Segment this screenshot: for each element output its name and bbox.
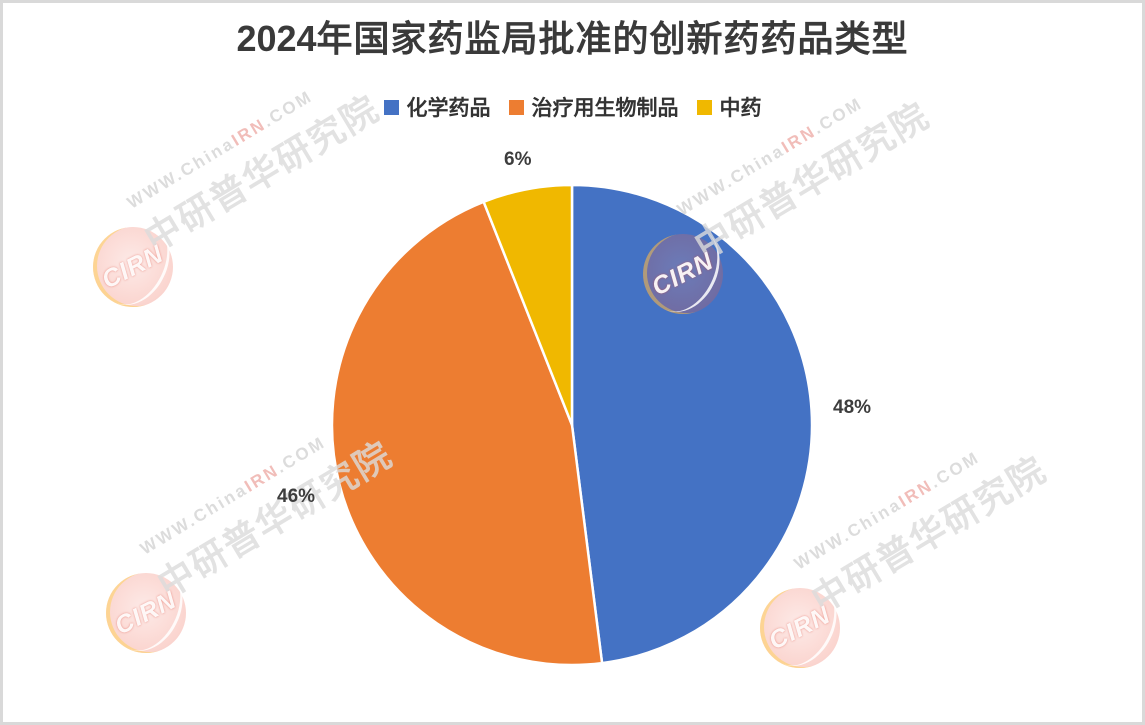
data-label-tcm: 6%: [504, 149, 532, 170]
legend-item-chemical: 化学药品: [383, 92, 491, 122]
legend-item-biological: 治疗用生物制品: [508, 92, 679, 122]
legend-item-tcm: 中药: [696, 92, 762, 122]
legend-label-tcm: 中药: [719, 96, 762, 120]
pie-slice-1: [330, 200, 604, 667]
pie-slice-0: [570, 183, 814, 665]
legend: 化学药品 治疗用生物制品 中药: [0, 92, 1145, 122]
pie-slice-2: [482, 183, 574, 427]
legend-label-biological: 治疗用生物制品: [531, 96, 679, 120]
data-label-biological: 46%: [277, 486, 316, 507]
legend-swatch-tcm: [696, 99, 712, 115]
chart-title-year: 2024: [236, 18, 317, 59]
legend-swatch-chemical: [383, 99, 399, 115]
chart-title: 2024年国家药监局批准的创新药药品类型: [0, 16, 1145, 62]
data-label-chemical: 48%: [833, 397, 872, 418]
legend-label-chemical: 化学药品: [406, 96, 491, 120]
legend-swatch-biological: [508, 99, 524, 115]
chart-title-text: 年国家药监局批准的创新药药品类型: [316, 19, 909, 59]
